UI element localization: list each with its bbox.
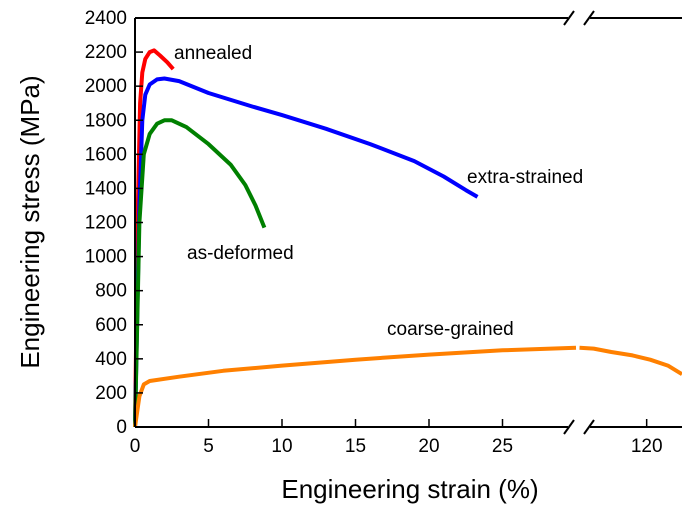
x-axis-title: Engineering strain (%)	[281, 474, 538, 504]
y-tick-label: 600	[95, 315, 127, 336]
y-tick-label: 1000	[85, 247, 127, 268]
y-tick-label: 1800	[85, 110, 127, 131]
x-tick-label: 15	[345, 436, 366, 457]
y-tick-label: 2200	[85, 42, 127, 63]
top-axis-break-mark	[563, 10, 575, 26]
series-line-extra-strained	[133, 76, 479, 428]
y-axis-title: Engineering stress (MPa)	[15, 75, 45, 368]
x-axis-break-mark	[563, 419, 575, 435]
series-labels: annealed extra-strained as-deformed coarse-…	[174, 43, 583, 340]
series-label-as-deformed: as-deformed	[187, 243, 294, 264]
x-tick-label: 20	[418, 436, 439, 457]
y-tick-label: 1200	[85, 213, 127, 234]
y-tick-label: 2000	[85, 76, 127, 97]
x-tick-label: 25	[492, 436, 513, 457]
y-tick-label: 1600	[85, 144, 127, 165]
y-tick-label: 0	[116, 417, 127, 438]
y-tick-label: 2400	[85, 8, 127, 29]
top-axis-break-mark	[583, 10, 595, 26]
series-label-coarse-grained: coarse-grained	[387, 319, 514, 340]
series-line-coarse-grained	[133, 345, 577, 428]
x-axis-break-mark	[583, 419, 595, 435]
series-line-as-deformed	[133, 118, 267, 428]
x-tick-label: 5	[203, 436, 214, 457]
y-tick-label: 1400	[85, 178, 127, 199]
x-tick-label: 120	[631, 436, 663, 457]
tick-layer: 0200400600800100012001400160018002000220…	[85, 8, 663, 457]
series-layer	[133, 48, 682, 428]
y-tick-label: 200	[95, 383, 127, 404]
series-label-annealed: annealed	[174, 43, 252, 64]
y-tick-label: 800	[95, 281, 127, 302]
series-line-coarse-grained	[579, 345, 682, 376]
series-label-extra-strained: extra-strained	[467, 167, 583, 188]
y-tick-label: 400	[95, 349, 127, 370]
x-tick-label: 0	[130, 436, 141, 457]
x-tick-label: 10	[271, 436, 292, 457]
